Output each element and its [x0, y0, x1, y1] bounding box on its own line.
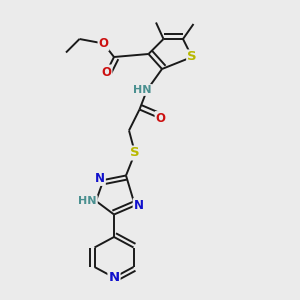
- Text: S: S: [187, 50, 197, 64]
- Text: S: S: [130, 146, 140, 160]
- Text: HN: HN: [78, 196, 97, 206]
- Text: O: O: [98, 37, 109, 50]
- Text: O: O: [155, 112, 166, 125]
- Text: O: O: [101, 65, 112, 79]
- Text: HN: HN: [133, 85, 152, 95]
- Text: N: N: [95, 172, 105, 185]
- Text: N: N: [108, 271, 120, 284]
- Text: N: N: [134, 199, 144, 212]
